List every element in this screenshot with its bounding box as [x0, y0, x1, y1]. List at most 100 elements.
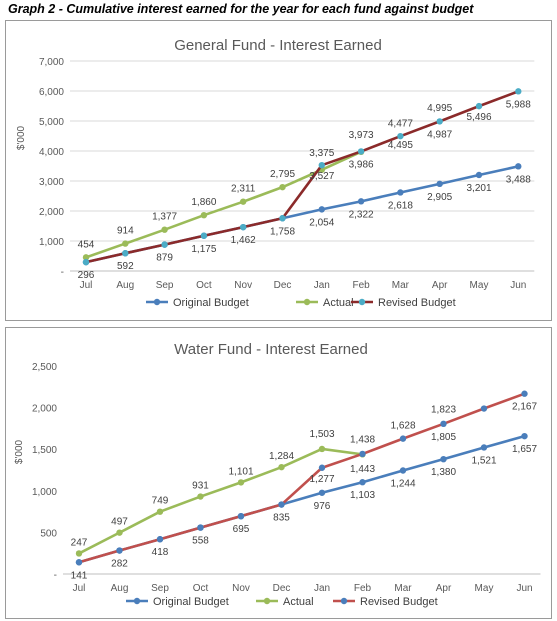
data-label: 1,277: [309, 474, 334, 485]
data-point: [116, 547, 123, 554]
y-tick-label: 2,000: [32, 404, 57, 415]
x-tick-label: Sep: [151, 583, 169, 594]
x-tick-label: Jun: [510, 280, 526, 291]
data-point: [399, 435, 407, 442]
data-label: 1,860: [191, 197, 216, 208]
y-tick-label: 7,000: [39, 57, 64, 68]
legend-entry: Actual: [323, 297, 354, 309]
data-label: 1,823: [431, 404, 456, 415]
legend-entry: Original Budget: [153, 596, 229, 608]
x-tick-label: Jul: [80, 280, 93, 291]
y-tick-label: 3,000: [39, 177, 64, 188]
data-point: [240, 223, 247, 231]
data-point: [318, 161, 325, 169]
x-tick-label: Jan: [314, 280, 330, 291]
x-tick-label: Apr: [432, 280, 448, 291]
legend: Original Budget Actual Revised Budget: [146, 297, 456, 309]
y-tick-label: 6,000: [39, 87, 64, 98]
data-point: [357, 148, 365, 155]
data-point: [515, 163, 522, 170]
data-label: 3,527: [309, 171, 334, 182]
legend-entry: Revised Budget: [360, 596, 438, 608]
data-point: [156, 536, 164, 543]
data-point: [279, 215, 286, 222]
general-fund-chart-panel: General Fund - Interest Earned $'000 - 1,…: [5, 20, 552, 321]
data-point: [197, 524, 204, 531]
data-label: 1,284: [269, 451, 294, 462]
data-label: 2,795: [270, 169, 295, 180]
data-label: 2,311: [231, 184, 256, 195]
data-point: [480, 405, 488, 412]
data-label: 4,987: [427, 129, 452, 140]
data-point: [318, 464, 326, 471]
legend: Original Budget Actual Revised Budget: [126, 596, 438, 608]
data-label: 914: [117, 226, 134, 237]
data-point: [475, 171, 483, 179]
x-tick-label: Dec: [273, 583, 291, 594]
x-tick-label: Jan: [314, 583, 330, 594]
chart-title: General Fund - Interest Earned: [174, 37, 382, 54]
data-label: 1,521: [471, 455, 496, 466]
data-point: [475, 102, 483, 110]
data-point: [75, 559, 83, 566]
legend-entry: Original Budget: [173, 297, 249, 309]
data-label: 1,377: [152, 212, 177, 223]
data-label: 749: [152, 496, 169, 507]
data-point: [122, 250, 129, 257]
legend-entry: Revised Budget: [378, 297, 456, 309]
data-label: 4,477: [388, 119, 413, 130]
y-tick-label: 1,000: [39, 237, 64, 248]
x-tick-label: Sep: [156, 280, 174, 291]
water-fund-chart-panel: Water Fund - Interest Earned $'000 - 500 1…: [5, 327, 552, 619]
data-point: [122, 240, 129, 247]
data-point: [82, 258, 90, 266]
data-point: [156, 508, 164, 515]
data-label: 1,380: [431, 467, 456, 478]
data-label: 5,496: [466, 112, 491, 123]
data-label: 247: [71, 537, 88, 548]
data-point: [440, 455, 447, 463]
y-tick-label: 4,000: [39, 147, 64, 158]
x-tick-label: Oct: [196, 280, 212, 291]
data-label: 2,167: [512, 402, 537, 413]
data-point: [75, 550, 83, 557]
y-tick-label: 2,000: [39, 207, 64, 218]
x-tick-label: Nov: [232, 583, 250, 594]
data-point: [279, 183, 286, 191]
data-label: 418: [152, 547, 169, 558]
data-point: [397, 132, 404, 140]
x-tick-label: May: [475, 583, 494, 594]
data-point: [359, 450, 366, 458]
data-label: 1,758: [270, 226, 295, 237]
y-tick-label: -: [54, 570, 57, 581]
x-tick-label: Feb: [352, 280, 370, 291]
data-point: [161, 226, 168, 233]
data-point: [278, 463, 285, 471]
data-point: [161, 241, 168, 248]
data-point: [318, 206, 325, 213]
general-fund-chart: General Fund - Interest Earned $'000 - 1,…: [16, 37, 535, 309]
data-label: 558: [192, 536, 209, 547]
x-tick-label: Feb: [354, 583, 372, 594]
data-point: [278, 501, 285, 508]
chart-title: Water Fund - Interest Earned: [174, 341, 368, 358]
data-label: 1,103: [350, 490, 375, 501]
x-tick-label: Mar: [392, 280, 410, 291]
figure-caption: Graph 2 - Cumulative interest earned for…: [8, 2, 474, 16]
data-label: 1,628: [390, 421, 415, 432]
data-label: 835: [273, 513, 290, 524]
data-point: [440, 420, 447, 428]
data-point: [200, 212, 208, 219]
x-tick-label: Nov: [234, 280, 252, 291]
x-tick-label: Aug: [111, 583, 129, 594]
legend-marker: [358, 298, 366, 306]
data-point: [197, 493, 204, 500]
data-label: 1,657: [512, 444, 537, 455]
legend-marker: [303, 298, 311, 306]
data-point: [318, 489, 326, 496]
data-point: [436, 180, 443, 188]
data-label: 695: [233, 524, 250, 535]
data-label: 976: [314, 501, 331, 512]
legend-marker: [153, 298, 161, 306]
data-label: 1,443: [350, 464, 375, 475]
